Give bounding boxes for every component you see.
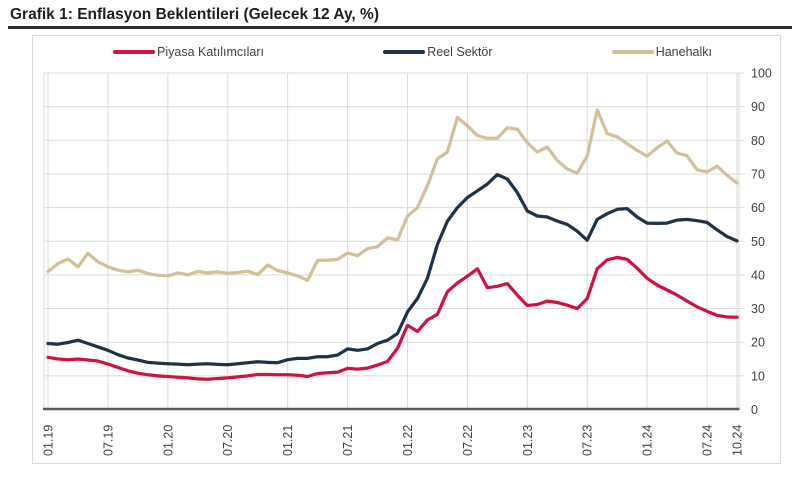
legend-item-hanehalki: Hanehalkı [611, 45, 712, 59]
x-tick-label: 07.23 [581, 425, 595, 456]
x-tick-label: 07.20 [221, 425, 235, 456]
legend-label: Hanehalkı [655, 45, 712, 59]
legend-line-swatch-tan [611, 50, 654, 54]
x-tick-label: 07.19 [101, 425, 115, 456]
legend-label: Piyasa Katılımcıları [157, 45, 264, 59]
x-tick-label: 01.24 [641, 425, 655, 456]
y-tick-label: 20 [751, 336, 765, 350]
y-tick-label: 40 [751, 268, 765, 282]
title-underline [8, 26, 792, 29]
x-tick-label: 01.20 [161, 425, 175, 456]
legend-label: Reel Sektör [427, 45, 493, 59]
page-title: Grafik 1: Enflasyon Beklentileri (Gelece… [10, 6, 379, 23]
y-tick-label: 30 [751, 302, 765, 316]
x-tick-label: 01.23 [521, 425, 535, 456]
y-tick-label: 60 [751, 201, 765, 215]
y-tick-label: 100 [751, 67, 772, 81]
x-tick-label: 01.22 [401, 425, 415, 456]
legend-item-piyasa-katilimcilari: Piyasa Katılımcıları [113, 45, 264, 59]
legend-line-swatch-navy [383, 50, 426, 54]
y-tick-label: 50 [751, 235, 765, 249]
x-tick-label: 01.21 [281, 425, 295, 456]
x-tick-label: 10.24 [731, 425, 745, 456]
legend-line-swatch-red [113, 50, 155, 54]
legend: Piyasa Katılımcıları Reel Sektör Hanehal… [32, 44, 782, 60]
y-tick-label: 0 [751, 403, 758, 417]
y-tick-label: 80 [751, 134, 765, 148]
legend-item-reel-sektor: Reel Sektör [383, 45, 493, 59]
x-tick-label: 07.21 [341, 425, 355, 456]
y-tick-label: 90 [751, 100, 765, 114]
x-tick-label: 07.22 [461, 425, 475, 456]
y-tick-label: 10 [751, 369, 765, 383]
y-tick-label: 70 [751, 167, 765, 181]
series-line-reel-sektor [46, 172, 739, 367]
x-tick-label: 01.19 [42, 425, 56, 456]
series-line-piyasa-katilimcilari [46, 255, 739, 381]
x-tick-label: 07.24 [701, 425, 715, 456]
series-line-hanehalki [46, 108, 739, 282]
